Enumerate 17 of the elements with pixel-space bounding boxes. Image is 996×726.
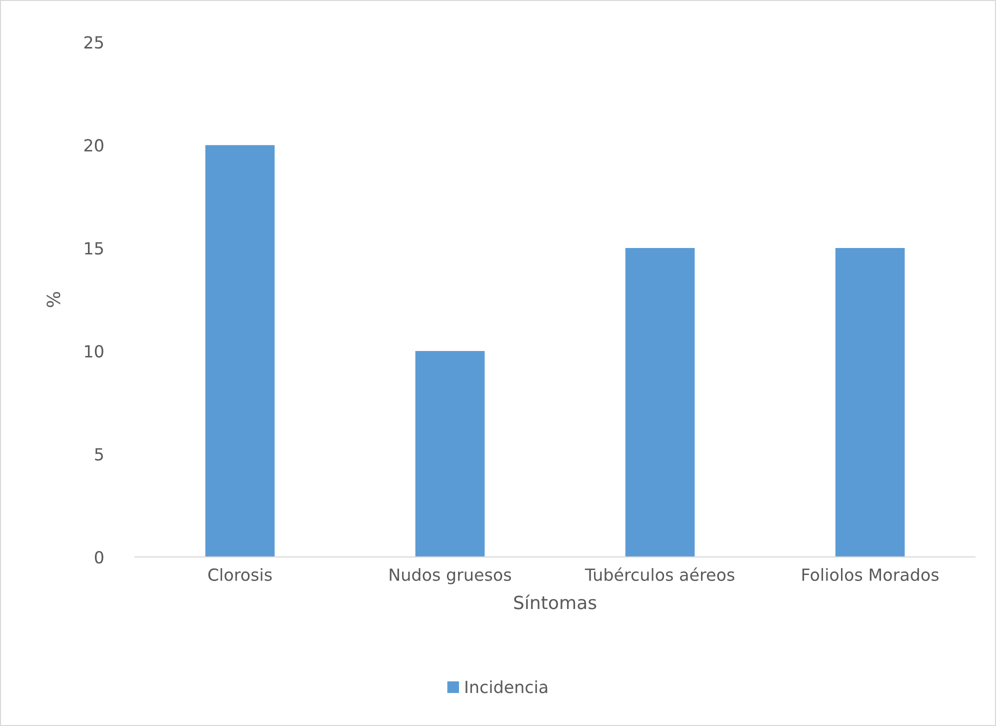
y-tick-label: 15 xyxy=(85,242,103,255)
y-tick-label: 0 xyxy=(94,550,104,564)
x-tick-label: Foliolos Morados xyxy=(802,568,939,581)
x-tick-label: Clorosis xyxy=(208,568,272,581)
y-tick-label: 10 xyxy=(85,345,104,358)
y-axis-title: % xyxy=(46,292,60,308)
y-tick-label: 5 xyxy=(95,448,103,461)
legend-label: Incidencia xyxy=(466,680,548,694)
bar xyxy=(835,248,905,557)
bar xyxy=(625,248,695,557)
x-axis-title: Síntomas xyxy=(514,594,596,610)
bar xyxy=(205,145,275,557)
bar xyxy=(415,351,485,557)
y-tick-label: 25 xyxy=(84,36,103,49)
x-tick-label: Tubérculos aéreos xyxy=(584,567,734,581)
x-tick-label: Nudos gruesos xyxy=(390,568,511,584)
y-tick-label: 20 xyxy=(84,139,104,152)
